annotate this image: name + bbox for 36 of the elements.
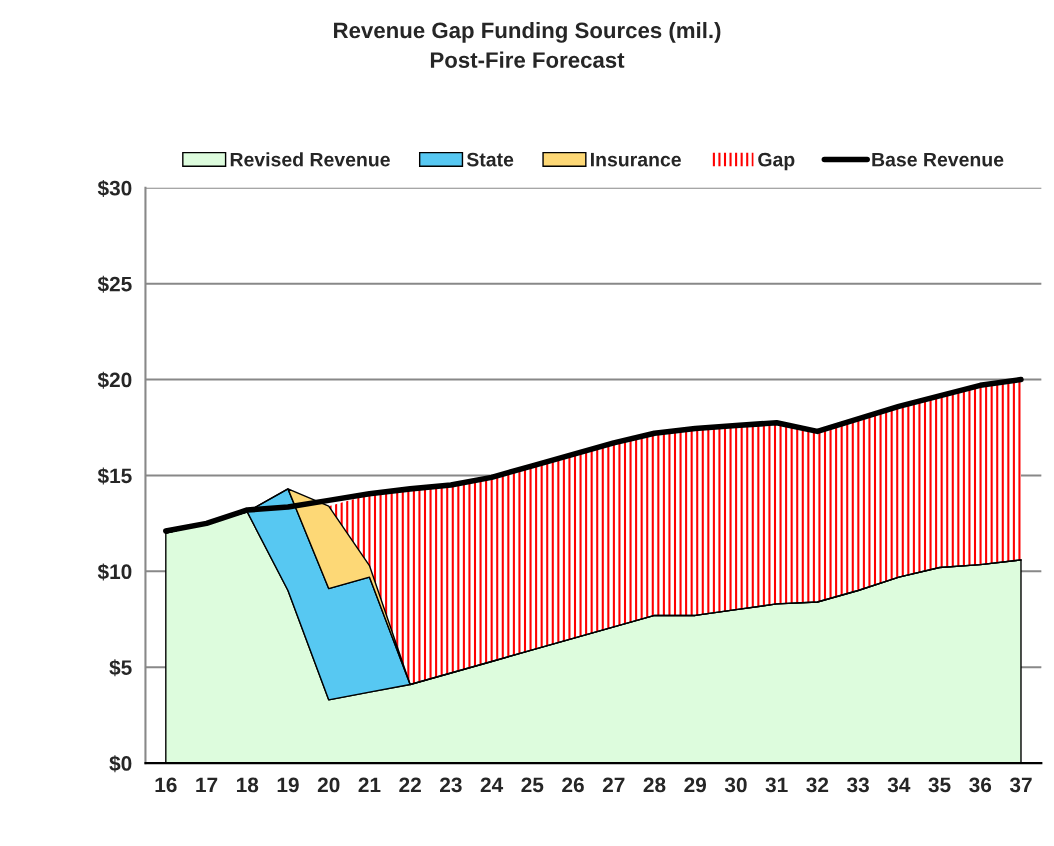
x-tick-label: 19 bbox=[277, 777, 299, 793]
x-tick-label: 23 bbox=[440, 777, 462, 793]
legend-label: State bbox=[466, 152, 514, 167]
x-tick-label: 36 bbox=[969, 777, 992, 793]
chart-title: Revenue Gap Funding Sources (mil.) bbox=[334, 21, 721, 43]
x-tick-label: 29 bbox=[684, 777, 707, 793]
x-tick-label: 22 bbox=[399, 777, 421, 793]
x-tick-label: 20 bbox=[317, 777, 340, 793]
y-tick-label: $25 bbox=[97, 275, 132, 293]
x-tick-label: 34 bbox=[887, 777, 911, 793]
y-tick-label: $15 bbox=[97, 467, 132, 485]
chart-subtitle: Post-Fire Forecast bbox=[430, 51, 625, 68]
x-tick-label: 21 bbox=[358, 777, 381, 793]
x-tick-label: 31 bbox=[765, 777, 788, 793]
legend-label: Revised Revenue bbox=[230, 152, 390, 167]
legend-label: Insurance bbox=[591, 152, 681, 167]
y-tick-label: $20 bbox=[97, 371, 132, 389]
x-tick-label: 18 bbox=[236, 777, 259, 793]
x-tick-label: 37 bbox=[1009, 777, 1032, 793]
y-tick-label: $10 bbox=[97, 563, 132, 581]
x-tick-label: 27 bbox=[602, 777, 625, 793]
x-tick-label: 35 bbox=[928, 777, 951, 793]
legend-label: Gap bbox=[758, 152, 795, 171]
x-tick-label: 16 bbox=[155, 777, 177, 793]
x-tick-label: 33 bbox=[846, 777, 869, 793]
x-tick-label: 26 bbox=[562, 777, 584, 793]
x-tick-label: 17 bbox=[196, 777, 218, 793]
legend-label: Base Revenue bbox=[872, 152, 1004, 167]
y-tick-label: $30 bbox=[97, 179, 132, 197]
x-tick-label: 24 bbox=[480, 777, 504, 793]
y-tick-label: $5 bbox=[109, 659, 132, 677]
y-tick-label: $0 bbox=[109, 755, 132, 773]
x-tick-label: 28 bbox=[643, 777, 666, 793]
x-tick-label: 25 bbox=[521, 777, 544, 793]
x-tick-label: 32 bbox=[806, 777, 829, 793]
x-tick-label: 30 bbox=[724, 777, 747, 793]
